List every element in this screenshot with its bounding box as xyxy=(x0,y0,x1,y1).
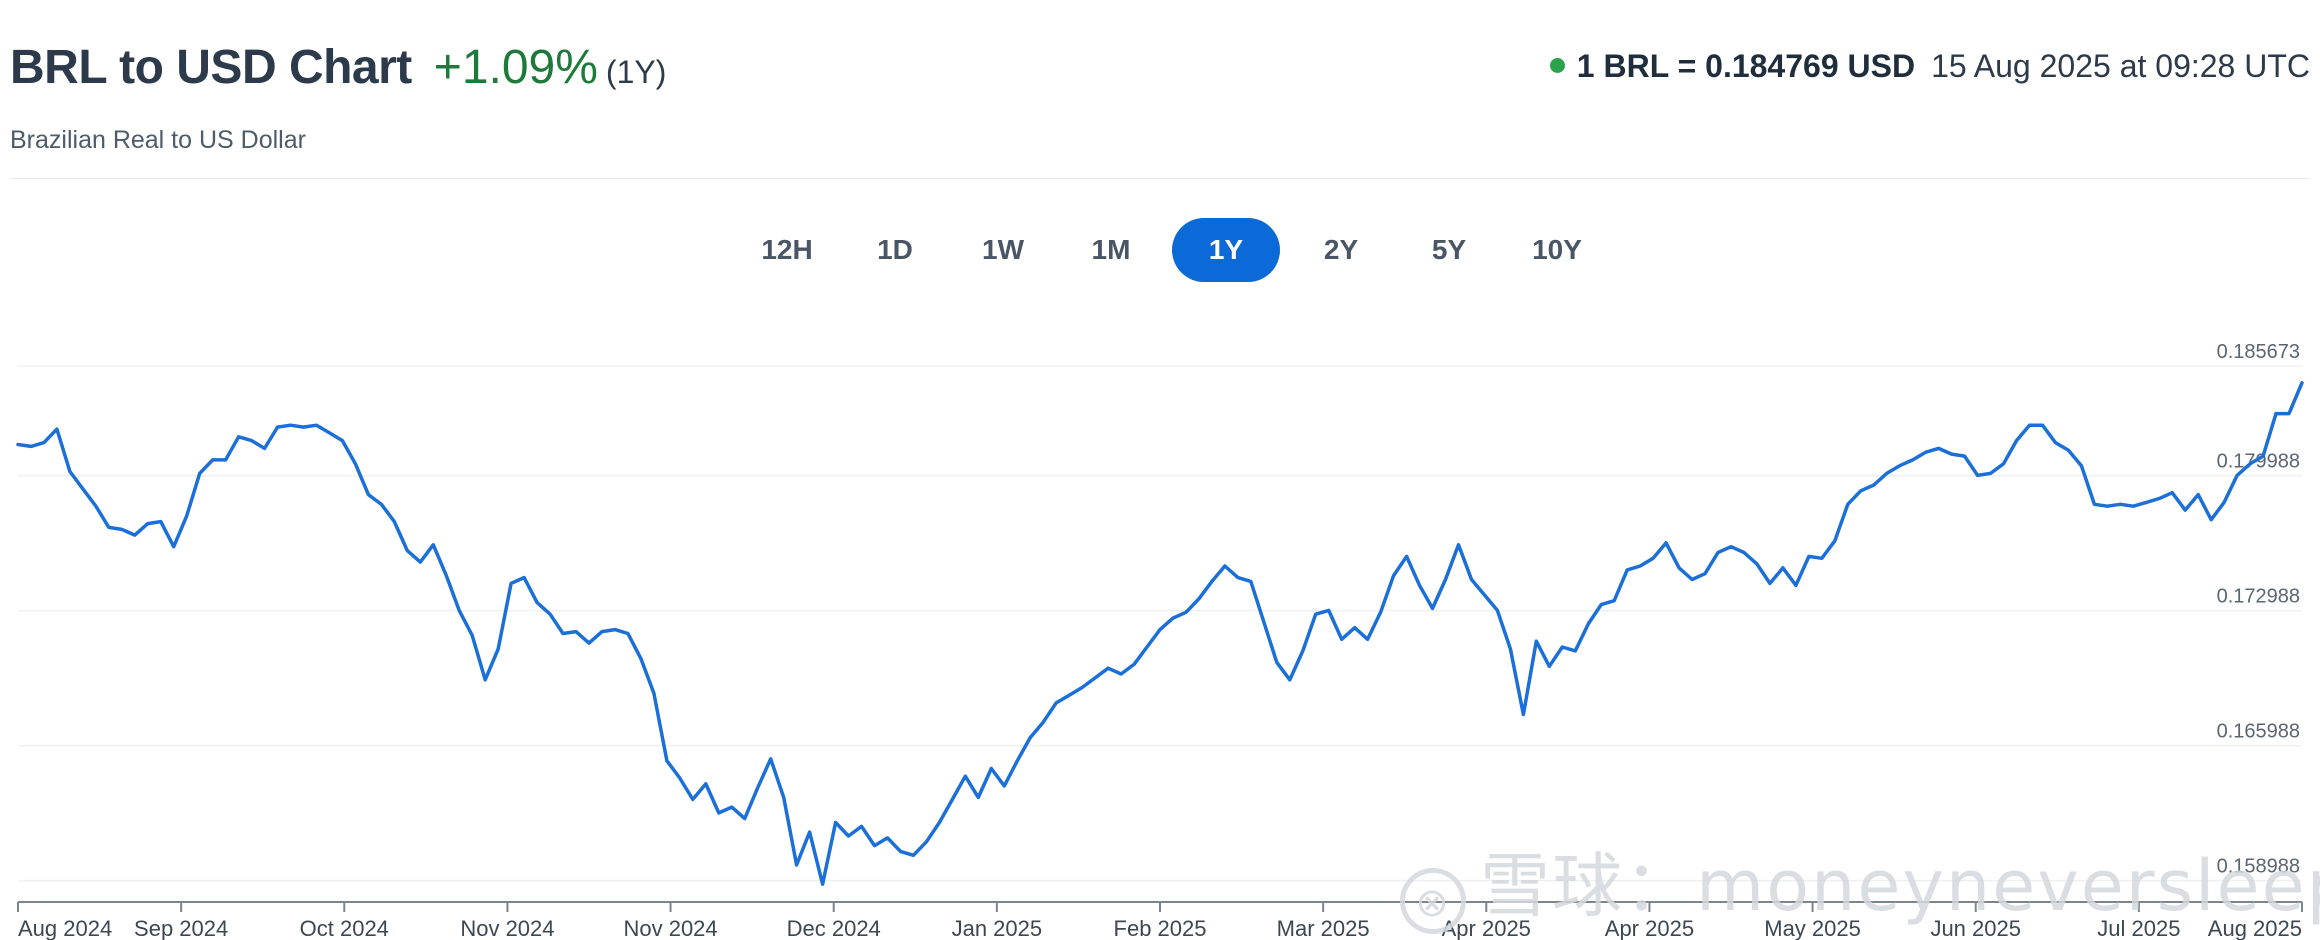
header-divider xyxy=(10,178,2310,179)
current-rate: 1 BRL = 0.184769 USD 15 Aug 2025 at 09:28… xyxy=(1549,48,2310,85)
live-status-dot xyxy=(1549,58,1565,73)
watermark: ⊗ 雪球：moneyneversleeps xyxy=(1400,830,2320,934)
x-tick-label: Feb 2025 xyxy=(1114,916,1207,940)
change-percent: +1.09% xyxy=(433,41,598,94)
x-tick-label: Jan 2025 xyxy=(952,916,1043,940)
x-tick-label: Mar 2025 xyxy=(1277,916,1370,940)
y-tick-label: 0.185673 xyxy=(2217,341,2300,363)
watermark-logo-icon: ⊗ xyxy=(1400,868,1466,934)
x-tick-label: Nov 2024 xyxy=(623,916,717,940)
rate-timestamp: 15 Aug 2025 at 09:28 UTC xyxy=(1931,48,2310,84)
x-tick-label: Oct 2024 xyxy=(300,916,389,940)
chart-header: BRL to USD Chart +1.09% (1Y) Brazilian Rea… xyxy=(10,40,2310,160)
x-tick-label: Jul 2025 xyxy=(2097,916,2180,940)
change-period: (1Y) xyxy=(605,54,667,90)
range-tab-1d[interactable]: 1D xyxy=(877,234,913,265)
x-tick-label: Sep 2024 xyxy=(134,916,228,940)
y-tick-label: 0.158988 xyxy=(2217,856,2300,878)
x-tick-label: Aug 2024 xyxy=(18,916,112,940)
range-tab-1y[interactable]: 1Y xyxy=(1172,218,1280,282)
range-tab-5y[interactable]: 5Y xyxy=(1431,234,1467,265)
range-tab-10y[interactable]: 10Y xyxy=(1532,234,1582,265)
x-tick-label: Jun 2025 xyxy=(1930,916,2021,940)
title-line: BRL to USD Chart +1.09% (1Y) xyxy=(10,40,666,95)
range-tab-2y[interactable]: 2Y xyxy=(1323,234,1359,265)
page-subtitle: Brazilian Real to US Dollar xyxy=(10,126,306,154)
rate-value: 1 BRL = 0.184769 USD xyxy=(1576,48,1916,84)
x-tick-label: Nov 2024 xyxy=(460,916,554,940)
time-range-selector: 12H 1D 1W 1M 1Y 2Y 5Y 10Y xyxy=(740,218,1604,282)
x-tick-label: May 2025 xyxy=(1764,916,1861,940)
range-tab-1m[interactable]: 1M xyxy=(1091,234,1131,265)
y-tick-label: 0.172988 xyxy=(2217,586,2300,608)
y-tick-label: 0.179988 xyxy=(2217,451,2300,473)
watermark-text: 雪球：moneyneversleeps xyxy=(1480,845,2320,927)
page-title: BRL to USD Chart xyxy=(10,41,412,94)
series-line xyxy=(16,381,2304,886)
range-tab-1w[interactable]: 1W xyxy=(982,234,1024,265)
x-tick-label: Dec 2024 xyxy=(787,916,881,940)
rate-line-chart: 0.185673 0.179988 0.172988 0.165988 0.158988… xyxy=(16,341,2304,940)
range-tab-12h[interactable]: 12H xyxy=(761,234,813,265)
x-tick-label: Apr 2025 xyxy=(1605,916,1694,940)
y-tick-label: 0.165988 xyxy=(2217,721,2300,743)
x-tick-label: Aug 2025 xyxy=(2208,916,2302,940)
